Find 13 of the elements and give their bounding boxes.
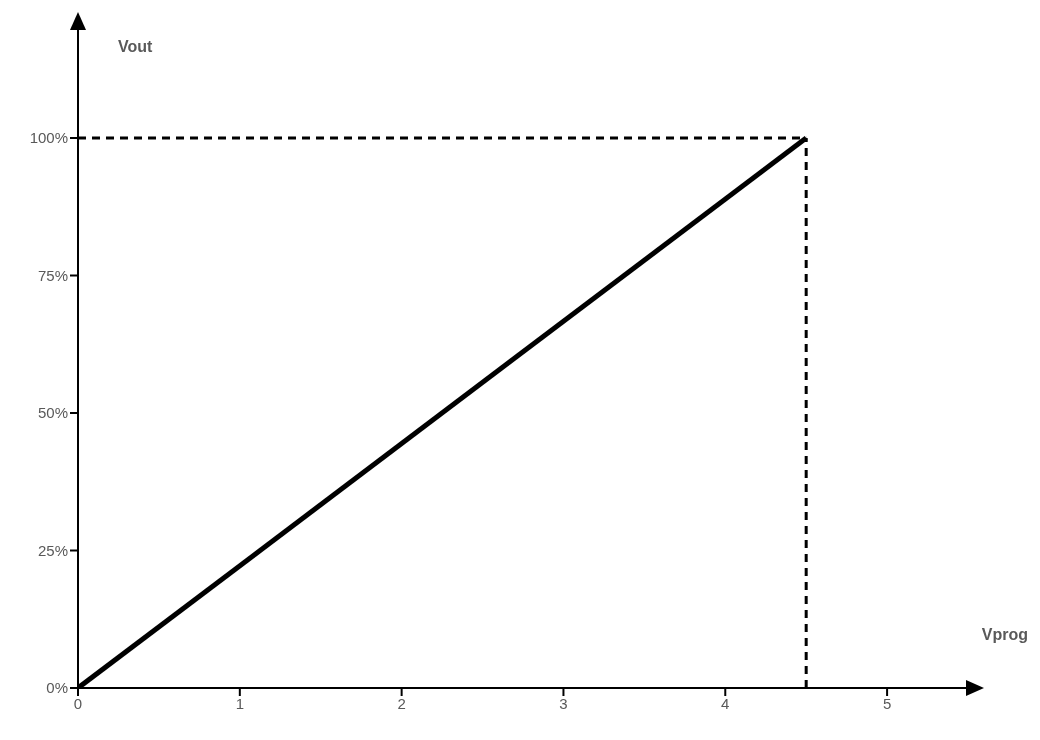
y-tick-label: 25%: [37, 541, 68, 559]
x-tick-label: 4: [721, 694, 730, 712]
y-tick-label: 50%: [37, 404, 68, 422]
x-axis-title: Vprog: [981, 626, 1028, 644]
y-tick-label: 0%: [46, 679, 68, 697]
y-tick-label: 100%: [29, 129, 68, 147]
x-tick-label: 2: [397, 694, 406, 712]
x-tick-label: 1: [235, 694, 244, 712]
x-tick-label: 3: [559, 694, 568, 712]
y-axis-title: Vout: [118, 38, 153, 56]
x-tick-label: 0: [73, 694, 83, 712]
x-tick-label: 5: [882, 694, 892, 712]
y-tick-label: 75%: [37, 266, 68, 284]
